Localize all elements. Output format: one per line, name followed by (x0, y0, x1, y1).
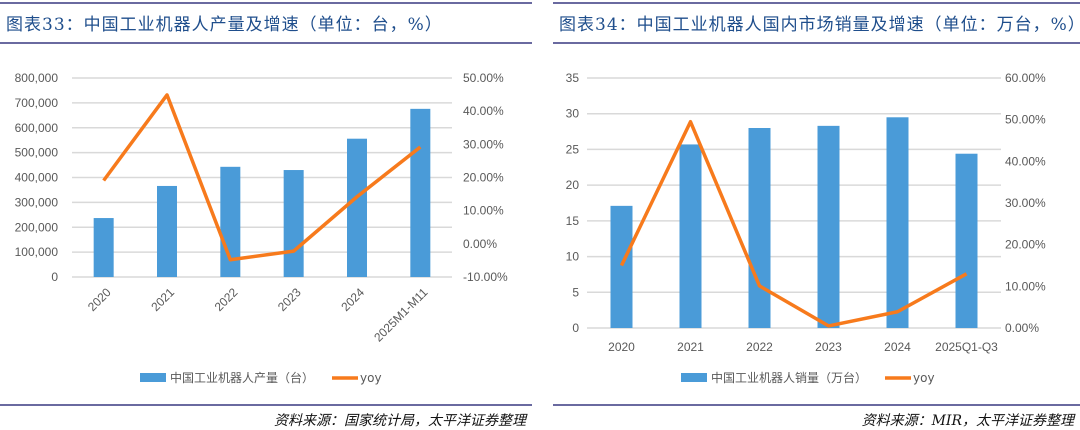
bar (157, 185, 177, 277)
left-tick-label: 600,000 (15, 121, 59, 135)
left-tick-label: 10 (566, 250, 580, 264)
left-tick-label: 200,000 (15, 220, 59, 234)
right-tick-label: -10.00% (463, 270, 508, 284)
bar (748, 128, 771, 328)
left-tick-label: 5 (572, 285, 579, 299)
x-tick-label: 2021 (677, 340, 704, 354)
left-tick-label: 800,000 (15, 71, 59, 85)
left-tick-label: 300,000 (15, 195, 59, 209)
bar (886, 117, 909, 329)
top-rule (0, 2, 532, 4)
source-note: 资料来源：MIR，太平洋证券整理 (861, 413, 1074, 429)
left-tick-label: 0 (572, 321, 579, 335)
title-rule (553, 42, 1080, 44)
x-tick-label: 2025Q1-Q3 (935, 340, 998, 354)
source-note: 资料来源：国家统计局，太平洋证券整理 (274, 413, 526, 429)
x-tick-label: 2021 (148, 285, 177, 314)
right-tick-label: 50.00% (1005, 113, 1046, 127)
left-tick-label: 100,000 (15, 245, 59, 259)
bar (93, 218, 114, 277)
chart-panel-33: 图表33：中国工业机器人产量及增速（单位：台，%） 0 100,000 200,00… (0, 0, 532, 430)
title-rule (0, 42, 532, 44)
legend-bar-swatch (681, 373, 707, 382)
chart-title: 图表34：中国工业机器人国内市场销量及增速（单位：万台，%） (559, 15, 1080, 35)
bar (817, 125, 840, 328)
right-tick-label: 20.00% (1005, 238, 1046, 252)
left-tick-label: 35 (566, 71, 580, 85)
chart-title: 图表33：中国工业机器人产量及增速（单位：台，%） (6, 15, 443, 35)
right-tick-label: 20.00% (463, 171, 504, 185)
footer-rule (553, 404, 1080, 406)
left-tick-label: 500,000 (15, 146, 59, 160)
x-tick-label: 2020 (608, 340, 635, 354)
x-tick-label: 2023 (815, 340, 842, 354)
right-tick-label: 0.00% (1005, 321, 1039, 335)
right-tick-label: 30.00% (463, 137, 504, 151)
left-tick-label: 0 (51, 270, 58, 284)
right-tick-label: 40.00% (1005, 154, 1046, 168)
legend-bar-label: 中国工业机器人产量（台） (170, 370, 314, 385)
x-tick-label: 2023 (275, 285, 304, 314)
bar (955, 153, 978, 328)
x-tick-label: 2022 (212, 285, 241, 314)
x-tick-label: 2024 (338, 285, 367, 314)
right-tick-label: 10.00% (1005, 279, 1046, 293)
left-tick-label: 15 (566, 214, 580, 228)
yoy-line (619, 120, 968, 328)
x-tick-label: 2025M1-M11 (371, 285, 430, 344)
right-tick-label: 50.00% (463, 71, 504, 85)
bar (283, 170, 304, 277)
footer-rule (0, 404, 532, 406)
legend-line-label: yoy (360, 371, 382, 385)
right-tick-label: 10.00% (463, 204, 504, 218)
top-rule (553, 2, 1080, 4)
legend-bar-label: 中国工业机器人销量（万台） (711, 370, 867, 385)
left-tick-label: 700,000 (15, 96, 59, 110)
bar (679, 144, 702, 328)
bar (347, 138, 367, 277)
chart-svg: 0 100,000 200,000 300,000 400,000 500,000 600,… (15, 71, 508, 385)
x-tick-label: 2020 (85, 285, 114, 314)
left-tick-label: 25 (566, 142, 580, 156)
left-tick-label: 30 (566, 107, 580, 121)
legend-bar-swatch (140, 373, 166, 382)
chart-panel-34: 图表34：中国工业机器人国内市场销量及增速（单位：万台，%） 0 5 10 15 20 2… (553, 0, 1080, 430)
legend-line-label: yoy (913, 371, 935, 385)
right-tick-label: 30.00% (1005, 196, 1046, 210)
right-tick-label: 60.00% (1005, 71, 1046, 85)
left-tick-label: 20 (566, 178, 580, 192)
bar (410, 108, 431, 277)
left-tick-label: 400,000 (15, 171, 59, 185)
right-tick-label: 40.00% (463, 104, 504, 118)
x-tick-label: 2024 (884, 340, 911, 354)
x-tick-label: 2022 (746, 340, 773, 354)
right-tick-label: 0.00% (463, 237, 497, 251)
yoy-line (102, 93, 422, 262)
chart-svg: 0 5 10 15 20 25 30 35 0.00% 10.00% 20.00% 30.00% 40.… (566, 71, 1046, 385)
bar (610, 205, 633, 328)
